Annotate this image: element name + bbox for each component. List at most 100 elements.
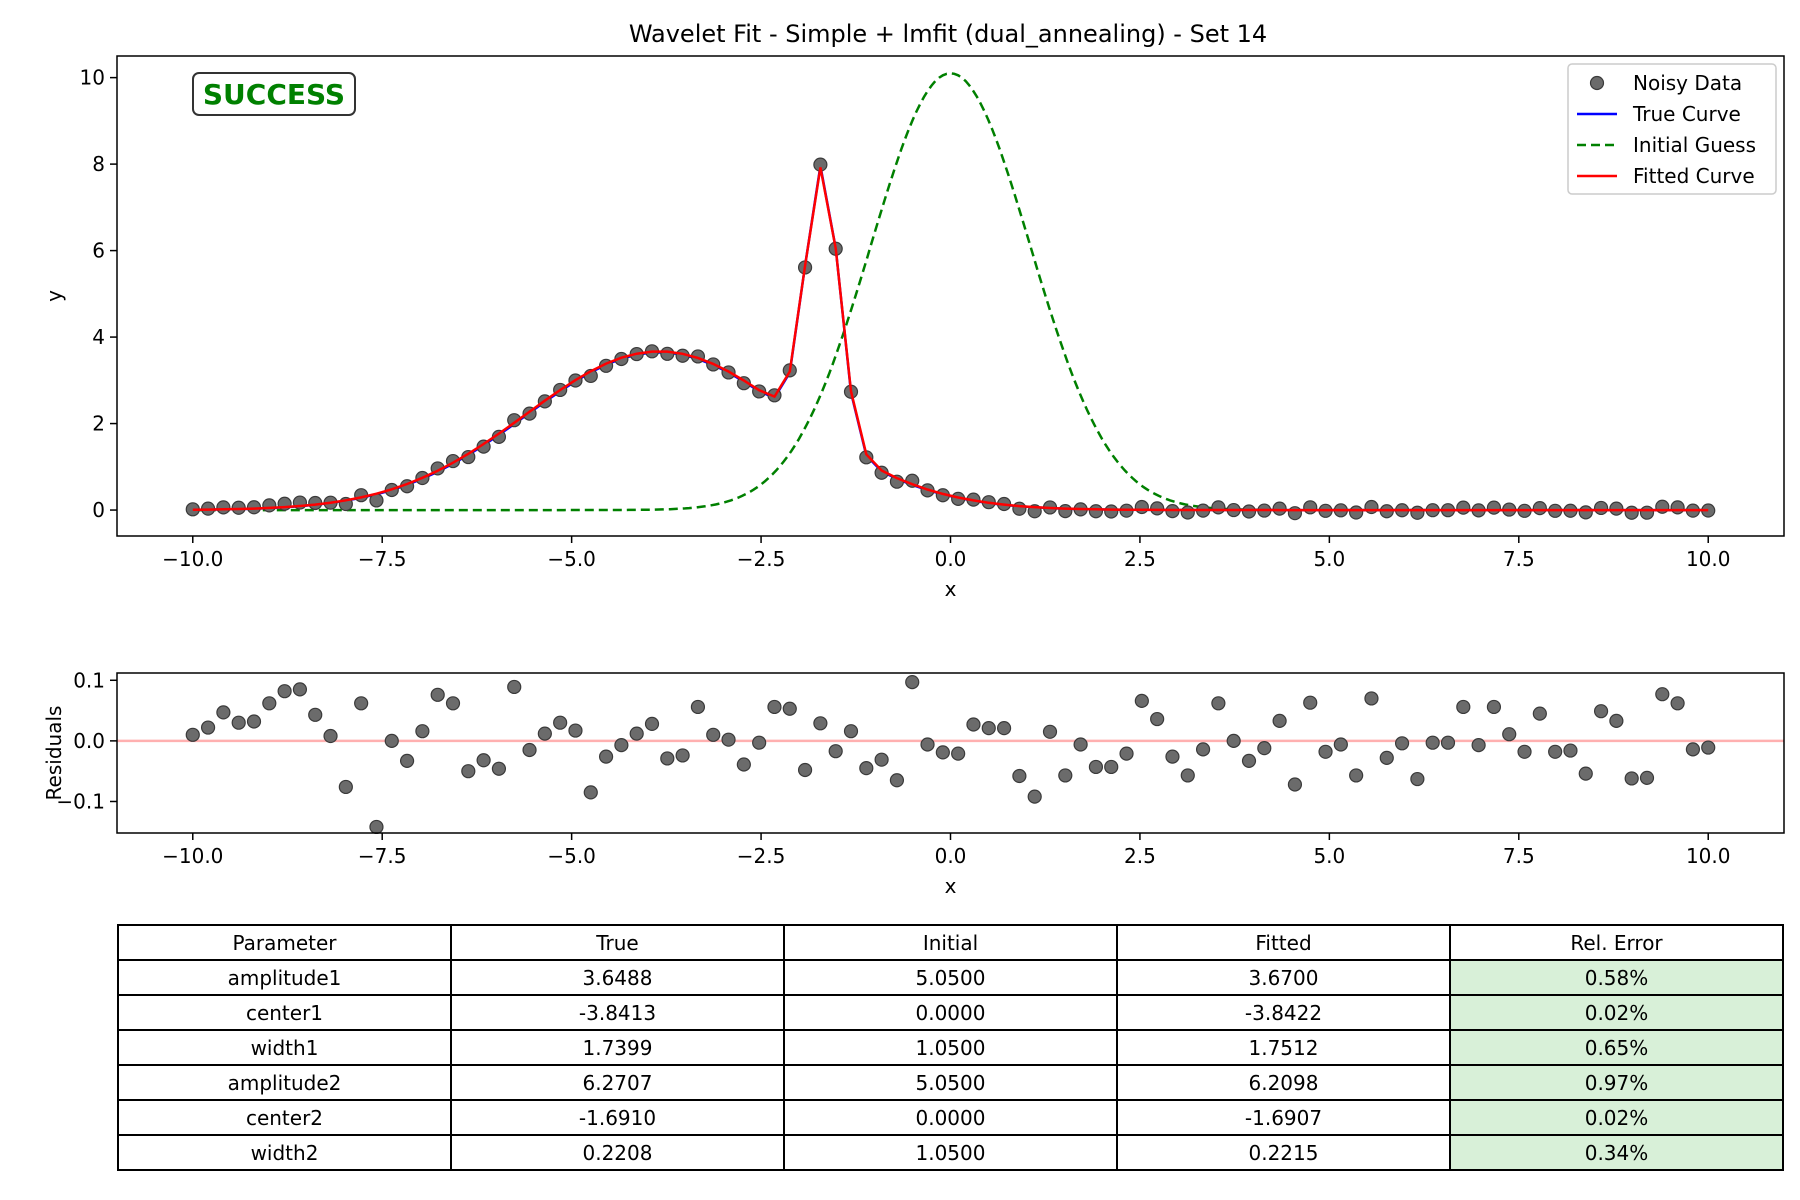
- table-cell: width2: [117, 1134, 452, 1171]
- residual-point: [1042, 724, 1058, 739]
- table-header-row: Parameter True Initial Fitted Rel. Error: [117, 924, 1784, 961]
- table-cell: -1.6910: [450, 1099, 785, 1136]
- table-cell: 5.0500: [783, 1064, 1118, 1101]
- noisy-data-point: [1486, 500, 1502, 515]
- residual-point: [828, 744, 843, 759]
- table-cell: 3.6700: [1116, 959, 1451, 996]
- residual-point: [782, 701, 797, 716]
- noisy-data-point: [1609, 501, 1624, 516]
- success-badge: SUCCESS: [192, 72, 356, 116]
- table-cell: 5.0500: [783, 959, 1118, 996]
- residual-point: [675, 748, 690, 763]
- residuals-x-tick-label: −10.0: [162, 844, 223, 868]
- residuals-y-axis-label: Residuals: [42, 706, 66, 801]
- rel-error-cell: 0.97%: [1449, 1064, 1784, 1101]
- residual-point: [736, 757, 751, 772]
- main-y-tick-label: 4: [92, 325, 105, 349]
- main-title: Wavelet Fit - Simple + lmfit (dual_annea…: [629, 20, 1267, 48]
- main-y-axis-label: y: [42, 290, 66, 302]
- noisy-data-point: [1134, 499, 1149, 515]
- residual-point: [292, 682, 308, 697]
- residual-point: [874, 752, 889, 767]
- residual-point: [1165, 749, 1180, 764]
- legend-label: Fitted Curve: [1633, 164, 1755, 188]
- legend-label: Initial Guess: [1633, 133, 1756, 157]
- residuals-x-tick-label: 5.0: [1313, 844, 1345, 868]
- residual-point: [200, 720, 216, 735]
- residual-point: [461, 764, 476, 779]
- main-x-tick-label: 10.0: [1686, 547, 1731, 571]
- table-header-cell: True: [450, 924, 785, 961]
- residual-point: [598, 749, 614, 764]
- noisy-data-point: [1303, 500, 1318, 515]
- residual-point: [1226, 733, 1241, 748]
- residual-point: [1486, 699, 1502, 715]
- residual-point: [415, 724, 430, 739]
- residual-point: [1303, 695, 1318, 710]
- table-cell: -3.8413: [450, 994, 785, 1031]
- true-curve-line: [192, 165, 1709, 512]
- residual-point: [951, 746, 966, 761]
- residual-point: [216, 705, 231, 720]
- residual-point: [1318, 744, 1333, 759]
- noisy-data-point: [660, 346, 675, 361]
- table-cell: center2: [117, 1099, 452, 1136]
- table-cell: 0.0000: [783, 1099, 1118, 1136]
- residual-point: [476, 753, 491, 768]
- noisy-data-point: [1150, 501, 1165, 516]
- residual-point: [1440, 735, 1456, 750]
- noisy-data-point: [1410, 505, 1425, 520]
- noisy-data-point: [1272, 501, 1287, 516]
- residual-point: [721, 732, 736, 747]
- main-x-tick-label: −7.5: [358, 547, 407, 571]
- residual-point: [231, 715, 246, 730]
- main-x-axis-label: x: [945, 577, 957, 601]
- residuals-y-tick-label: 0.0: [73, 729, 105, 753]
- rel-error-cell: 0.58%: [1449, 959, 1784, 996]
- main-plot-frame: [116, 55, 1785, 537]
- noisy-data-point: [1364, 499, 1379, 515]
- residual-point: [889, 773, 905, 788]
- noisy-data-point: [1104, 504, 1119, 519]
- main-y-tick-label: 8: [92, 152, 105, 176]
- parameter-table: Parameter True Initial Fitted Rel. Error amp…: [117, 924, 1784, 1171]
- table-header-cell: Parameter: [117, 924, 452, 961]
- noisy-data-point: [1088, 504, 1104, 519]
- noisy-data-point: [1287, 506, 1303, 521]
- noisy-data-point: [1180, 505, 1195, 520]
- table-header-cell: Fitted: [1116, 924, 1451, 961]
- noisy-data-point: [1241, 504, 1257, 519]
- residual-point: [338, 779, 353, 795]
- legend-box: [1567, 63, 1777, 195]
- residual-point: [981, 721, 996, 736]
- residual-point: [1379, 750, 1394, 765]
- residual-point: [583, 785, 598, 800]
- residual-point: [1058, 768, 1073, 783]
- residual-point: [767, 699, 782, 715]
- residual-point: [277, 684, 292, 699]
- residual-point: [1349, 768, 1364, 783]
- residual-point: [323, 728, 338, 744]
- residual-point: [1456, 699, 1471, 715]
- noisy-data-point: [1349, 505, 1364, 520]
- residual-point: [1655, 687, 1670, 702]
- table-cell: -1.6907: [1116, 1099, 1451, 1136]
- residual-point: [629, 726, 644, 741]
- table-cell: amplitude2: [117, 1064, 452, 1101]
- residual-point: [1578, 766, 1593, 781]
- noisy-data-point: [1456, 500, 1471, 515]
- noisy-data-point: [262, 498, 277, 513]
- table-cell: -3.8422: [1116, 994, 1451, 1031]
- residual-point: [1134, 693, 1149, 708]
- residuals-x-tick-label: 2.5: [1124, 844, 1156, 868]
- residuals-y-tick-label: 0.1: [73, 668, 105, 692]
- residual-point: [1639, 770, 1655, 785]
- initial-guess-line: [192, 72, 1709, 512]
- residual-point: [1211, 696, 1226, 711]
- main-x-tick-label: −5.0: [547, 547, 596, 571]
- residual-point: [1150, 711, 1165, 727]
- rel-error-cell: 0.34%: [1449, 1134, 1784, 1171]
- table-header-cell: Rel. Error: [1449, 924, 1784, 961]
- noisy-data-point: [1593, 500, 1609, 516]
- residual-point: [1563, 743, 1578, 758]
